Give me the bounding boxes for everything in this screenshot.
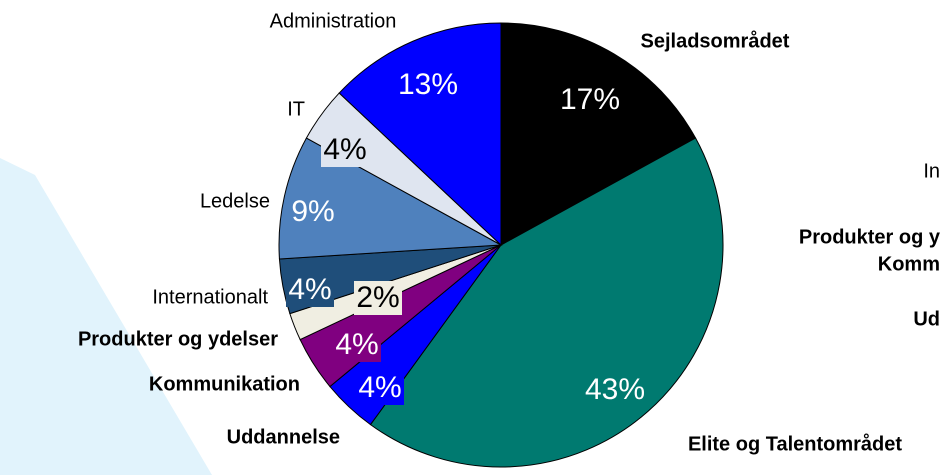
category-label: Elite og Talentområdet <box>688 432 902 455</box>
background-label: Komm <box>878 253 940 275</box>
value-label: 4% <box>358 371 401 404</box>
label-box <box>333 328 381 362</box>
category-label: Internationalt <box>152 286 268 308</box>
pie-slice <box>369 137 724 468</box>
value-label: 2% <box>356 281 399 314</box>
background-shape <box>0 158 212 475</box>
category-label: Administration <box>270 10 397 32</box>
background-label: Produkter og y <box>799 226 940 248</box>
background-label: Ud <box>913 308 940 330</box>
pie-slice <box>338 22 502 247</box>
value-label: 4% <box>335 328 378 361</box>
category-label: Produkter og ydelser <box>78 328 278 350</box>
category-label: Ledelse <box>200 190 270 212</box>
value-label: 17% <box>560 83 620 116</box>
label-box <box>356 371 404 405</box>
value-label: 4% <box>323 133 366 166</box>
label-box <box>321 133 369 167</box>
value-label: 4% <box>288 273 331 306</box>
category-label: Kommunikation <box>149 373 300 395</box>
background-label: In <box>923 160 940 182</box>
category-label: IT <box>287 98 305 120</box>
value-label: 9% <box>291 195 334 228</box>
label-box <box>286 273 334 307</box>
category-label: Uddannelse <box>227 426 340 448</box>
category-label: Sejladsområdet <box>641 29 790 52</box>
pie-slice <box>500 22 697 246</box>
value-label: 43% <box>585 373 645 406</box>
pie-slice <box>278 137 503 260</box>
label-box <box>354 281 402 315</box>
value-label: 13% <box>398 68 458 101</box>
